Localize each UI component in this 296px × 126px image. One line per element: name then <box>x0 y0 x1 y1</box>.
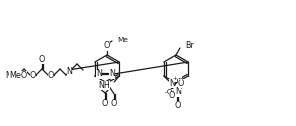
Text: -: - <box>180 75 182 82</box>
Text: Me: Me <box>117 37 128 43</box>
Text: O: O <box>178 78 184 87</box>
Text: O: O <box>104 41 110 51</box>
Text: NH: NH <box>98 81 110 89</box>
Text: O: O <box>102 100 108 108</box>
Text: O: O <box>175 101 181 109</box>
Text: MeO: MeO <box>9 71 27 80</box>
Text: +: + <box>179 85 183 90</box>
Text: N: N <box>67 67 73 75</box>
Text: O: O <box>48 71 54 80</box>
Text: N: N <box>175 87 181 97</box>
Text: -O: -O <box>164 88 173 94</box>
Text: MeO: MeO <box>5 71 23 80</box>
Text: O: O <box>30 71 36 80</box>
Text: O: O <box>39 55 45 64</box>
Text: N: N <box>96 70 102 78</box>
Text: N: N <box>109 70 115 78</box>
Text: O: O <box>169 91 175 101</box>
Text: O: O <box>111 100 117 108</box>
Text: N: N <box>169 78 175 87</box>
Text: +: + <box>173 76 177 82</box>
Text: Br: Br <box>185 40 194 50</box>
